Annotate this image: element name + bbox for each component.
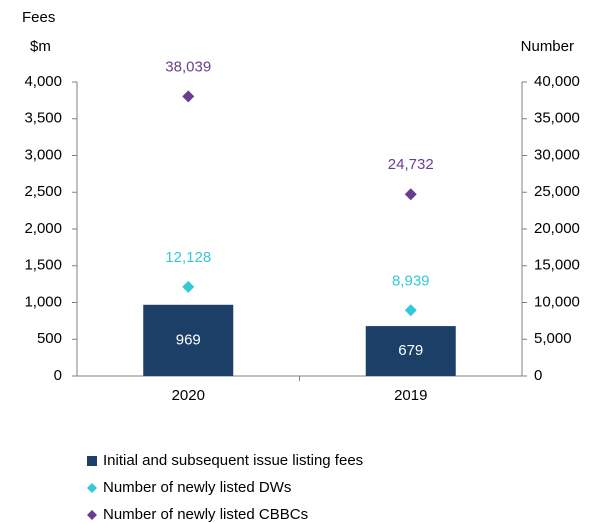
y-tick-label: 3,500	[24, 110, 62, 127]
point	[182, 280, 195, 293]
y2-tick-label: 30,000	[534, 146, 580, 163]
legend-label: Number of newly listed CBBCs	[103, 506, 308, 523]
point-value-label: 38,039	[165, 58, 211, 75]
y2-axis-title: Number	[521, 38, 574, 55]
y2-tick-label: 35,000	[534, 110, 580, 127]
y-tick-label: 4,000	[24, 73, 62, 90]
bar-value-label: 679	[398, 342, 423, 359]
y2-tick-label: 15,000	[534, 257, 580, 274]
y2-tick-label: 25,000	[534, 183, 580, 200]
point-value-label: 12,128	[165, 249, 211, 266]
point	[404, 304, 417, 317]
y-tick-label: 1,000	[24, 293, 62, 310]
y-tick-label: 1,500	[24, 257, 62, 274]
point	[404, 188, 417, 201]
x-tick-label: 2020	[172, 387, 205, 404]
y-tick-label: 2,500	[24, 183, 62, 200]
legend-label: Number of newly listed DWs	[103, 479, 291, 496]
y2-tick-label: 0	[534, 367, 542, 384]
legend-marker	[87, 456, 97, 466]
legend-marker	[87, 510, 97, 520]
legend-label: Initial and subsequent issue listing fee…	[103, 452, 363, 469]
point-value-label: 24,732	[388, 156, 434, 173]
legend-marker	[87, 483, 97, 493]
y-axis-title: Fees	[22, 9, 55, 26]
bar	[143, 304, 234, 376]
y2-tick-label: 10,000	[534, 293, 580, 310]
point	[182, 90, 195, 103]
y2-tick-label: 20,000	[534, 220, 580, 237]
y-tick-label: 500	[37, 330, 62, 347]
y-axis-title: $m	[30, 38, 51, 55]
y2-tick-label: 5,000	[534, 330, 572, 347]
y2-tick-label: 40,000	[534, 73, 580, 90]
x-tick-label: 2019	[394, 387, 427, 404]
y-tick-label: 3,000	[24, 146, 62, 163]
bar	[365, 326, 456, 376]
y-tick-label: 2,000	[24, 220, 62, 237]
bar-value-label: 969	[176, 331, 201, 348]
y-tick-label: 0	[54, 367, 62, 384]
point-value-label: 8,939	[392, 272, 430, 289]
